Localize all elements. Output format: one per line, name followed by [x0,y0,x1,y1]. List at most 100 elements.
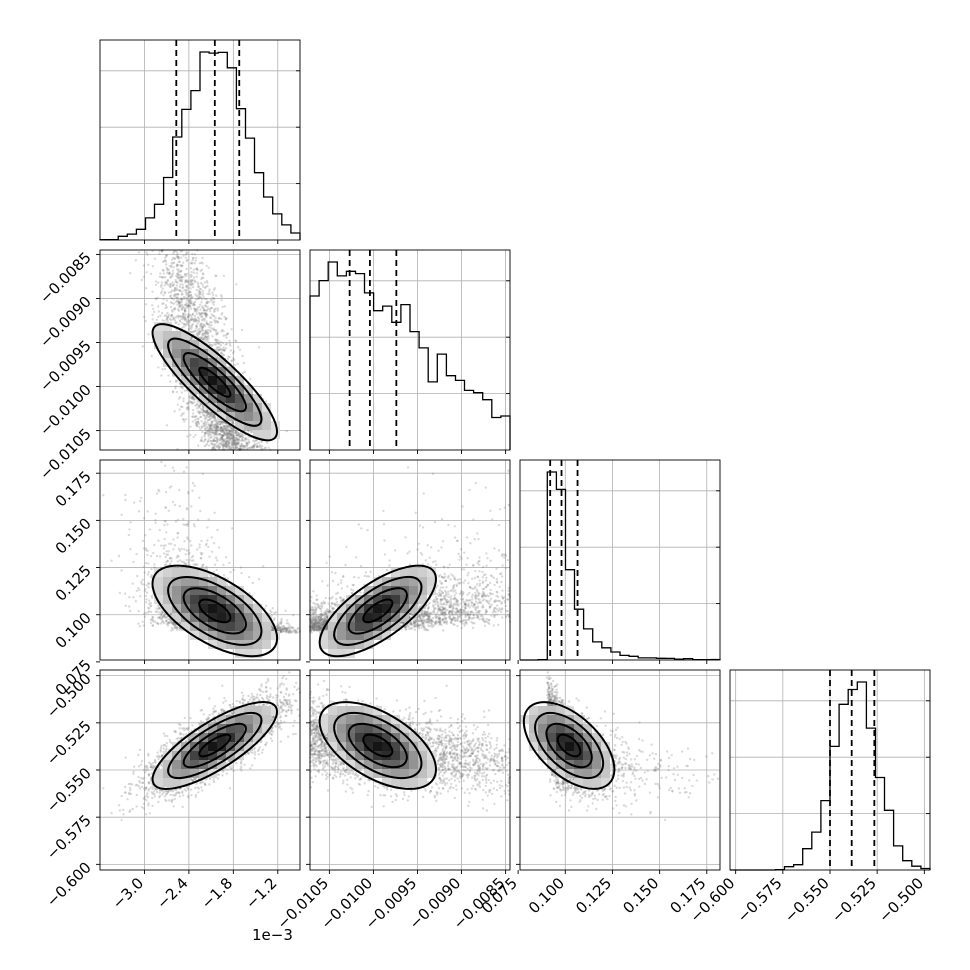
sample-point-10-2114 [154,283,158,287]
sample-point-10-4028 [209,414,212,417]
sample-point-10-1347 [152,307,155,311]
sample-point-10-2953 [191,252,194,256]
sample-point-10-1972 [207,266,210,269]
sample-point-10-4462 [251,445,254,448]
sample-point-10-4355 [175,280,178,284]
sample-point-10-2062 [194,418,197,422]
sample-point-10-3137 [169,276,172,279]
sample-point-10-3961 [195,275,198,278]
sample-point-10-86 [181,315,184,319]
sample-point-10-4159 [180,293,183,296]
sample-point-10-4379 [227,426,230,429]
sample-point-10-3242 [206,328,210,332]
sample-point-10-3559 [185,284,189,287]
sample-point-10-309 [231,433,234,436]
sample-point-10-138 [171,269,175,272]
sample-point-10-667 [198,405,201,408]
sample-point-20-399 [187,520,190,524]
sample-point-20-504 [247,575,251,579]
sample-point-10-1995 [144,319,147,323]
sample-point-20-860 [158,555,162,558]
sample-point-10-4 [202,411,205,414]
sample-point-10-4289 [222,425,226,428]
sample-point-10-3928 [213,309,216,313]
sample-point-10-534 [195,288,199,292]
sample-point-10-3769 [212,445,215,449]
sample-point-10-3708 [212,288,216,291]
sample-point-10-475 [220,428,223,431]
sample-point-10-2185 [145,287,148,290]
sample-point-10-2336 [161,368,164,371]
sample-point-10-4166 [196,297,199,300]
sample-point-10-1051 [205,264,208,268]
sample-point-10-3399 [187,408,190,411]
sample-point-10-2513 [206,292,210,296]
sample-point-10-3695 [220,428,224,432]
sample-point-10-521 [220,435,223,438]
sample-point-10-645 [207,307,210,311]
sample-point-10-2353 [209,436,212,439]
sample-point-10-3937 [189,433,192,437]
sample-point-20-664 [226,577,229,580]
sample-point-10-301 [186,305,189,308]
sample-point-10-3910 [206,284,209,288]
sample-point-10-3349 [206,421,209,424]
sample-point-10-689 [193,317,197,320]
sample-point-10-3628 [223,323,226,326]
sample-point-10-4303 [199,269,202,273]
sample-point-10-3118 [172,302,175,305]
sample-point-20-380 [201,472,204,475]
sample-point-10-1930 [210,299,213,302]
sample-point-10-3056 [220,313,223,316]
sample-point-10-4402 [187,313,190,316]
sample-point-10-3213 [170,309,174,312]
sample-point-10-642 [220,433,224,437]
sample-point-10-184 [208,343,212,346]
sample-point-10-638 [183,420,186,423]
sample-point-10-3852 [178,408,181,411]
sample-point-10-3843 [185,322,188,326]
sample-point-10-383 [164,304,168,307]
sample-point-10-3642 [188,400,192,403]
sample-point-10-4253 [207,429,210,433]
sample-point-10-4492 [187,328,190,331]
sample-point-10-2106 [182,397,185,400]
sample-point-10-2597 [229,349,233,352]
sample-point-10-2399 [151,265,154,268]
sample-point-10-535 [244,444,248,447]
sample-point-10-2421 [153,257,156,260]
sample-point-10-4050 [246,443,249,446]
sample-point-10-503 [189,287,192,290]
sample-point-10-2313 [159,285,163,288]
sample-point-10-48 [199,415,202,419]
sample-point-10-2750 [193,320,196,323]
sample-point-10-3521 [194,329,197,332]
sample-point-10-4186 [186,402,189,405]
sample-point-10-388 [213,423,217,426]
sample-point-10-65 [225,429,228,433]
sample-point-10-4287 [212,443,216,446]
sample-point-10-306 [143,315,146,319]
sample-point-10-3465 [145,251,148,254]
sample-point-10-3986 [240,439,244,442]
sample-point-10-2952 [211,428,214,431]
sample-point-10-4212 [225,437,229,440]
sample-point-10-3619 [164,276,167,279]
sample-point-10-4006 [224,334,227,337]
sample-point-10-3747 [201,294,204,297]
sample-point-10-3412 [157,305,160,308]
sample-point-10-1849 [177,397,181,400]
sample-point-10-558 [214,321,217,324]
sample-point-10-2168 [230,359,233,363]
sample-point-10-489 [211,415,214,419]
sample-point-10-533 [200,276,204,279]
sample-point-10-3718 [198,295,202,299]
sample-point-10-36 [188,290,191,294]
sample-point-20-162 [193,484,196,487]
sample-point-20-64 [228,561,231,565]
sample-point-20-1440 [173,544,176,547]
sample-point-10-4108 [236,431,239,434]
sample-point-10-204 [230,430,234,434]
sample-point-10-3277 [170,258,174,261]
sample-point-10-153 [202,296,205,299]
